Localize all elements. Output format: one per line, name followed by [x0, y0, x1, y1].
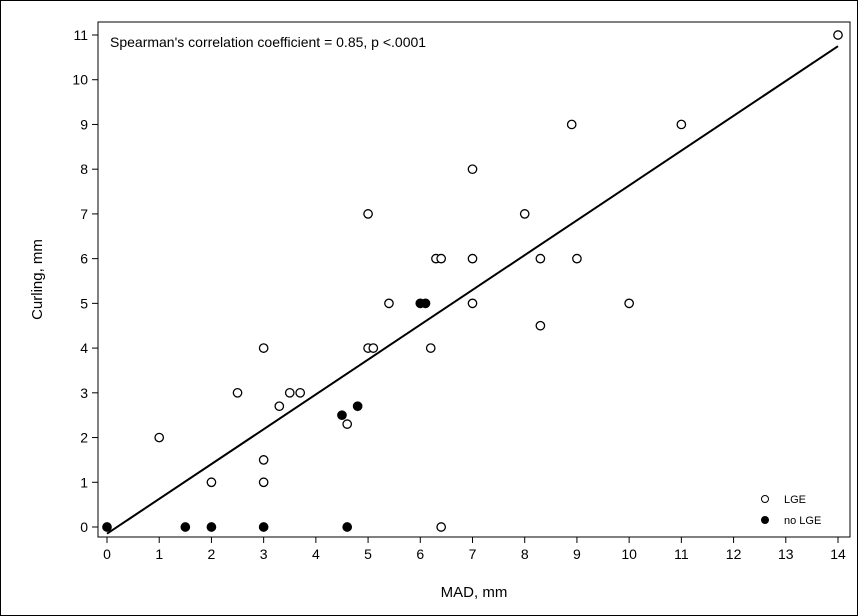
- data-point-lge: [467, 253, 478, 264]
- x-tick-label: 11: [674, 546, 689, 562]
- legend-label-lge: LGE: [784, 494, 806, 506]
- data-point-lge: [284, 387, 295, 398]
- y-tick-label: 9: [80, 116, 88, 132]
- x-axis-title: MAD, mm: [441, 584, 508, 601]
- y-tick-label: 4: [80, 340, 88, 356]
- x-axis: 0 1 2 3 4 5 6 7 8 9 10 11 12 13 14: [103, 537, 846, 562]
- y-tick-label: 2: [80, 430, 88, 446]
- x-tick-label: 8: [521, 546, 529, 562]
- x-tick-label: 14: [830, 546, 846, 562]
- data-point-no-lge: [180, 522, 191, 532]
- x-tick-label: 1: [155, 546, 163, 562]
- y-tick-label: 10: [72, 72, 88, 88]
- data-point-lge: [624, 298, 634, 309]
- data-point-lge: [295, 387, 306, 398]
- data-point-lge: [436, 253, 447, 264]
- data-point-lge: [274, 401, 285, 412]
- legend-label-no-lge: no LGE: [784, 515, 821, 527]
- data-point-lge: [368, 343, 379, 353]
- data-point-lge: [467, 298, 478, 309]
- data-point-lge: [232, 387, 243, 398]
- x-tick-label: 0: [103, 546, 111, 562]
- x-tick-label: 2: [208, 546, 216, 562]
- y-tick-label: 6: [80, 251, 88, 267]
- x-tick-label: 12: [726, 546, 742, 562]
- x-tick-label: 13: [778, 546, 794, 562]
- x-tick-label: 5: [364, 546, 372, 562]
- x-tick-label: 9: [573, 546, 581, 562]
- data-point-lge: [535, 320, 546, 331]
- y-tick-label: 7: [80, 206, 88, 222]
- plot-frame: [97, 21, 851, 538]
- data-point-lge: [833, 30, 843, 40]
- data-point-lge: [363, 209, 373, 219]
- data-point-lge: [206, 477, 217, 488]
- data-point-no-lge: [420, 298, 431, 309]
- legend-marker-no-lge: [761, 516, 769, 524]
- data-point-no-lge: [342, 522, 353, 532]
- data-point-lge: [436, 522, 447, 532]
- legend: LGE no LGE: [761, 494, 821, 527]
- data-point-no-lge: [206, 522, 217, 532]
- data-point-no-lge: [337, 410, 347, 421]
- x-tick-label: 7: [469, 546, 477, 562]
- y-tick-label: 3: [80, 385, 88, 401]
- data-point-lge: [342, 419, 353, 429]
- data-point-lge: [258, 455, 269, 465]
- data-point-lge: [384, 298, 394, 309]
- y-axis-title: Curling, mm: [29, 239, 46, 320]
- y-axis: 0 1 2 3 4 5 6 7 8 9 10 11: [72, 27, 98, 535]
- data-point-lge: [154, 432, 165, 443]
- x-tick-label: 4: [312, 546, 320, 562]
- y-tick-label: 5: [80, 295, 88, 311]
- data-point-lge: [258, 477, 269, 488]
- data-point-lge: [258, 343, 269, 353]
- data-point-lge: [535, 253, 546, 264]
- legend-marker-lge: [761, 495, 769, 503]
- data-point-no-lge: [352, 401, 363, 412]
- data-point-no-lge: [102, 522, 112, 532]
- data-point-lge: [425, 343, 436, 353]
- data-point-lge: [676, 119, 687, 130]
- data-point-lge: [467, 164, 478, 175]
- y-tick-label: 11: [73, 27, 88, 43]
- x-tick-label: 6: [416, 546, 424, 562]
- data-points: [102, 30, 843, 532]
- regression-line: [106, 45, 839, 535]
- data-point-lge: [572, 253, 582, 264]
- data-point-lge: [566, 119, 577, 130]
- correlation-annotation: Spearman's correlation coefficient = 0.8…: [110, 34, 426, 50]
- x-tick-label: 3: [260, 546, 268, 562]
- y-tick-label: 0: [80, 519, 88, 535]
- data-point-no-lge: [258, 522, 269, 532]
- x-tick-label: 10: [621, 546, 637, 562]
- data-point-lge: [519, 209, 530, 219]
- y-tick-label: 8: [80, 161, 88, 177]
- y-tick-label: 1: [80, 474, 88, 490]
